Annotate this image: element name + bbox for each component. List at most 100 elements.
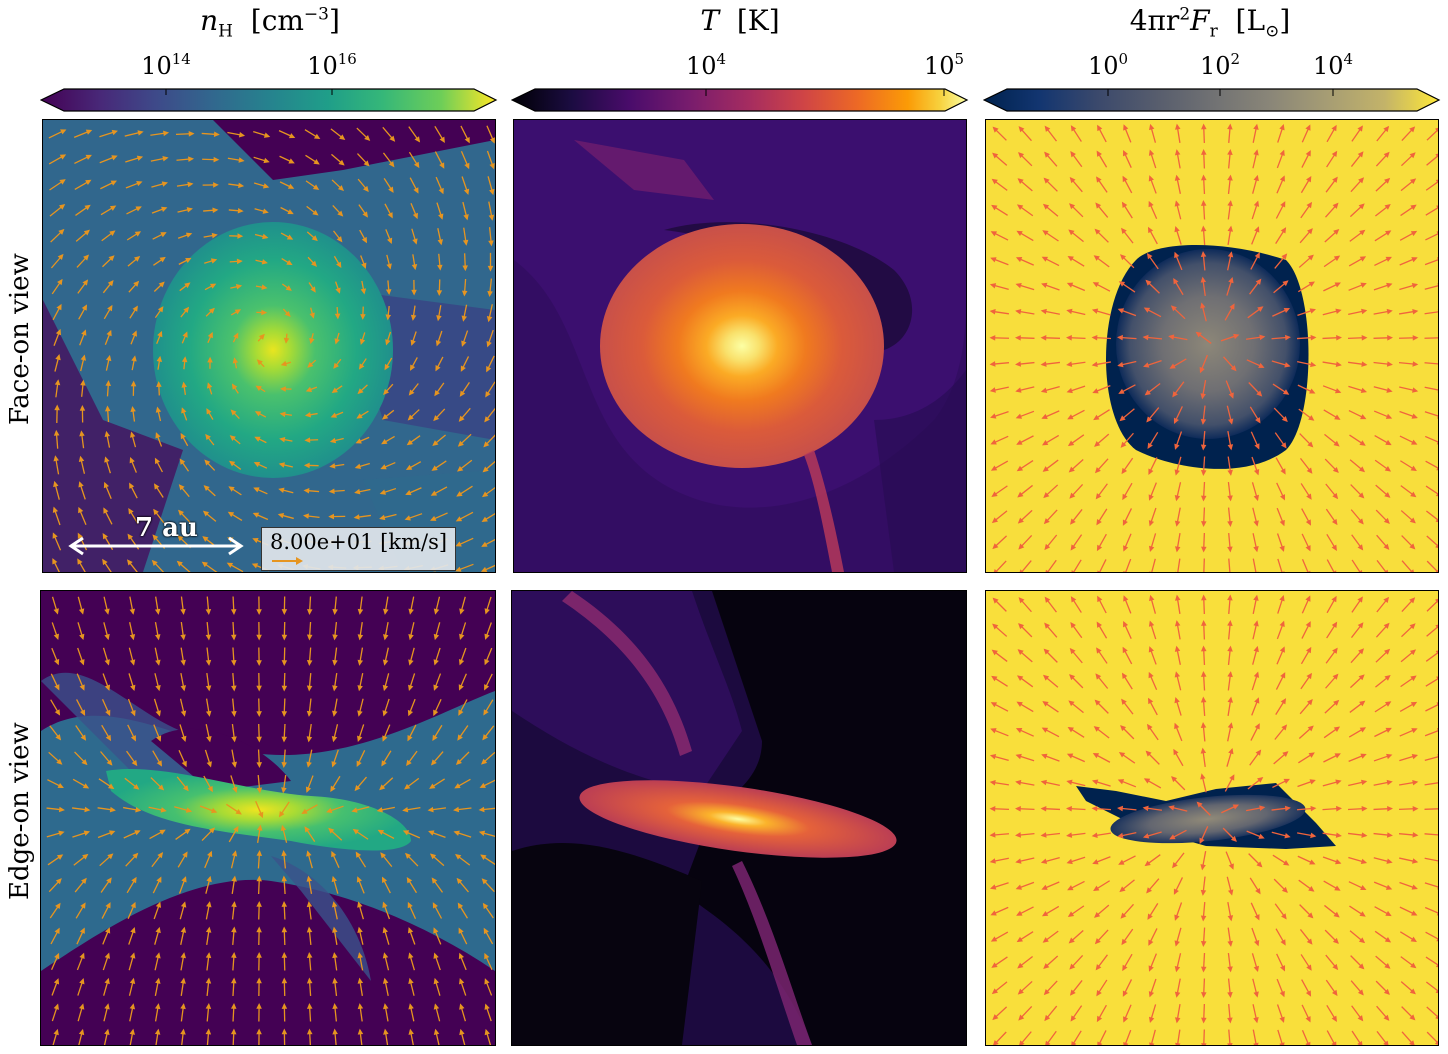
- field-arrow-head: [237, 207, 244, 214]
- density-tick-label: 1016: [307, 50, 357, 80]
- field-arrow-head: [1357, 518, 1364, 525]
- field-arrow-head: [56, 854, 64, 860]
- field-arrow-head: [1253, 520, 1259, 527]
- field-arrow-head: [229, 435, 236, 441]
- field-arrow-head: [1069, 963, 1076, 970]
- field-arrow-head: [306, 875, 312, 882]
- field-arrow-head: [1096, 544, 1103, 552]
- field-arrow-head: [180, 608, 186, 615]
- field-arrow-head: [1122, 964, 1128, 972]
- field-arrow-head: [180, 977, 186, 984]
- field-arrow-head: [1307, 228, 1313, 235]
- field-arrow: [1424, 311, 1438, 315]
- field-arrow-head: [1175, 594, 1181, 601]
- field-arrow-head: [1121, 467, 1128, 475]
- field-arrow-head: [410, 314, 417, 321]
- field-arrow-head: [181, 760, 187, 768]
- field-arrow-head: [155, 659, 161, 666]
- field-arrow: [1301, 558, 1309, 572]
- field-arrow-head: [1066, 308, 1073, 315]
- field-arrow-head: [1435, 179, 1438, 184]
- field-arrow: [1326, 559, 1335, 572]
- field-arrow: [1125, 558, 1132, 572]
- field-arrow-head: [356, 876, 363, 883]
- field-arrow-head: [1119, 254, 1127, 261]
- field-arrow-head: [991, 962, 998, 968]
- field-arrow-head: [1255, 417, 1261, 424]
- field-arrow-head: [306, 685, 313, 692]
- field-arrow-head: [1122, 493, 1128, 501]
- field-arrow-head: [404, 515, 411, 521]
- field-arrow-head: [1066, 282, 1074, 288]
- field-arrow-head: [1334, 414, 1341, 420]
- field-arrow-head: [1122, 990, 1128, 997]
- field-arrow-head: [1386, 308, 1393, 315]
- field-arrow-head: [1435, 598, 1438, 603]
- field-arrow-head: [1093, 885, 1100, 892]
- field-arrow-head: [407, 901, 413, 909]
- field-arrow-head: [1148, 1016, 1155, 1024]
- field-arrow-head: [435, 340, 442, 347]
- field-arrow-head: [1015, 753, 1022, 760]
- field-arrow-head: [262, 183, 270, 189]
- field-arrow-head: [205, 952, 212, 959]
- field-arrow-head: [206, 736, 212, 743]
- field-arrow-head: [438, 187, 444, 195]
- field-arrow-head: [354, 463, 362, 469]
- temperature-tick-label: 104: [685, 50, 727, 80]
- field-arrow-head: [1385, 910, 1392, 917]
- field-arrow-head: [458, 415, 465, 422]
- field-arrow-head: [1331, 989, 1338, 997]
- field-arrow-head: [1227, 889, 1234, 896]
- field-arrow-head: [1383, 151, 1390, 158]
- field-arrow-head: [480, 854, 487, 860]
- field-arrow-head: [133, 783, 140, 790]
- field-arrow-head: [382, 901, 388, 908]
- field-arrow-head: [307, 361, 314, 368]
- field-arrow-head: [107, 304, 113, 312]
- field-arrow-head: [380, 464, 387, 470]
- field-arrow-head: [1359, 727, 1367, 733]
- field-arrow-head: [130, 735, 136, 742]
- field-arrow-head: [1017, 962, 1024, 969]
- field-arrow-head: [234, 309, 242, 315]
- field-arrow-head: [1227, 620, 1233, 627]
- field-arrow-head: [230, 1028, 237, 1035]
- field-arrow-head: [1148, 149, 1155, 156]
- field-arrow-head: [281, 850, 287, 857]
- field-arrow-head: [312, 209, 319, 216]
- field-arrow-head: [85, 179, 92, 186]
- field-arrow-head: [1332, 202, 1339, 209]
- field-arrow-head: [55, 902, 61, 910]
- field-arrow: [1424, 411, 1438, 417]
- field-arrow-head: [281, 952, 288, 958]
- field-arrow-head: [1359, 229, 1366, 236]
- field-arrow-head: [1306, 493, 1312, 500]
- field-arrow-head: [256, 875, 262, 882]
- field-arrow-head: [1146, 416, 1153, 423]
- field-arrow-head: [1410, 701, 1418, 708]
- field-arrow-head: [1335, 308, 1342, 314]
- field-arrow-head: [990, 439, 997, 445]
- velocity-legend-arrow-icon: [272, 557, 303, 565]
- field-arrow-head: [277, 512, 285, 519]
- field-arrow-head: [383, 388, 390, 395]
- field-arrow-head: [287, 209, 294, 215]
- field-arrow-head: [1258, 362, 1265, 368]
- field-arrow-head: [129, 634, 136, 641]
- field-arrow-head: [481, 878, 488, 885]
- field-arrow-head: [488, 214, 495, 221]
- field-arrow-head: [431, 465, 438, 471]
- field-arrow-head: [129, 1003, 136, 1010]
- field-arrow-head: [205, 659, 212, 666]
- field-arrow-head: [1044, 622, 1050, 629]
- field-arrow-head: [412, 238, 418, 245]
- field-arrow-head: [55, 878, 62, 885]
- field-arrow-head: [1227, 645, 1233, 652]
- field-arrow-head: [1360, 282, 1367, 288]
- field-arrow-head: [1333, 228, 1340, 235]
- field-arrow-head: [311, 235, 318, 242]
- field-arrow-head: [85, 154, 92, 160]
- field-arrow-head: [252, 512, 260, 518]
- field-arrow-head: [1094, 911, 1101, 918]
